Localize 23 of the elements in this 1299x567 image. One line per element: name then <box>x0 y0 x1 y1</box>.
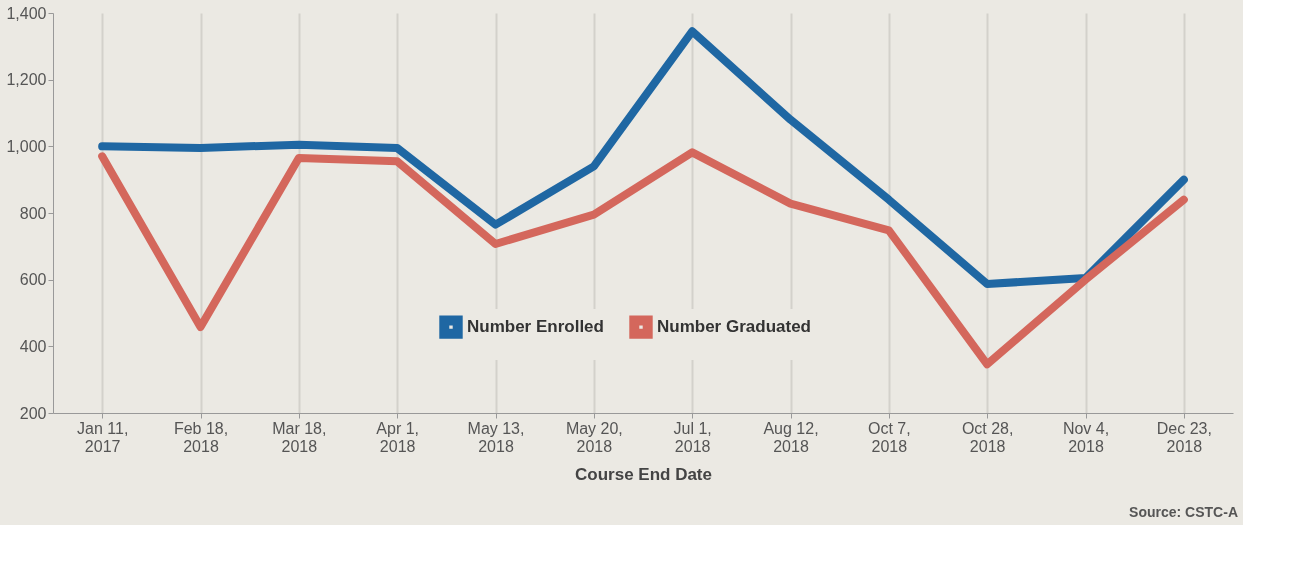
x-tick-label: Nov 4, 2018 <box>1062 419 1110 455</box>
x-axis-title: Course End Date <box>575 464 712 484</box>
x-tick-label: Jul 1, 2018 <box>673 419 712 455</box>
x-tick-label: May 20, 2018 <box>565 419 623 455</box>
y-tick-label: 200 <box>19 404 47 422</box>
x-tick-label: Apr 1, 2018 <box>376 419 420 455</box>
y-tick-label: 1,200 <box>6 71 47 89</box>
y-tick-label: 600 <box>19 271 47 289</box>
y-tick-label: 1,400 <box>6 4 47 22</box>
source-note: Source: CSTC-A <box>1129 504 1238 520</box>
x-tick-label: Jan 11, 2017 <box>77 419 129 455</box>
y-tick-label: 1,000 <box>6 137 47 155</box>
x-tick-label: Mar 18, 2018 <box>272 419 327 455</box>
x-tick-label: Dec 23, 2018 <box>1156 419 1212 455</box>
legend-label: Number Enrolled <box>467 317 604 337</box>
y-tick-label: 800 <box>19 204 47 222</box>
x-tick-label: May 13, 2018 <box>467 419 525 455</box>
legend-label: Number Graduated <box>657 317 811 337</box>
x-tick-label: Oct 28, 2018 <box>961 419 1014 455</box>
x-tick-label: Oct 7, 2018 <box>867 419 911 455</box>
x-tick-label: Feb 18, 2018 <box>173 419 229 455</box>
x-tick-label: Aug 12, 2018 <box>763 419 819 455</box>
y-tick-label: 400 <box>19 337 47 355</box>
